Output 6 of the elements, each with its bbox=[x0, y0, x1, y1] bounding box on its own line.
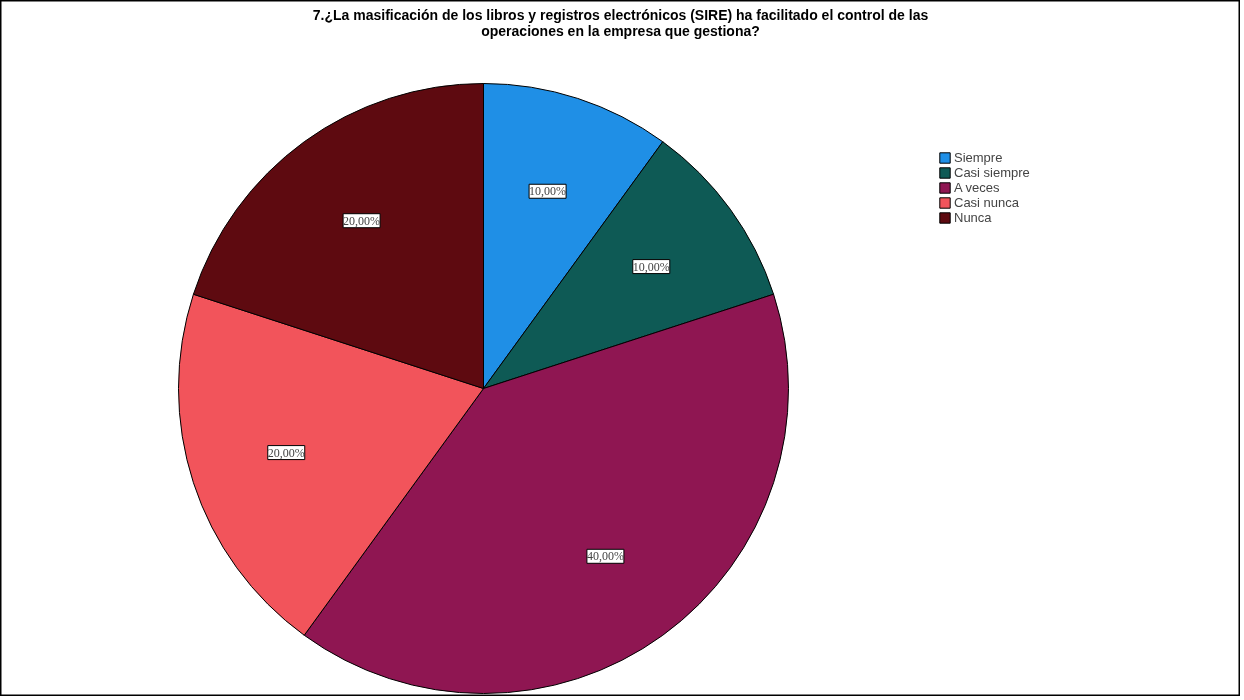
chart-title: 7.¿La masificación de los libros y registros electrónicos (SIRE) ha facilitado el control de las operaciones en la empresa que gestiona? bbox=[312, 6, 929, 39]
legend-label: Casi nunca bbox=[954, 195, 1020, 210]
legend-label: A veces bbox=[954, 180, 1000, 195]
legend-label: Nunca bbox=[954, 210, 992, 225]
legend-label: Casi siempre bbox=[954, 165, 1030, 180]
legend-label: Siempre bbox=[954, 150, 1003, 165]
